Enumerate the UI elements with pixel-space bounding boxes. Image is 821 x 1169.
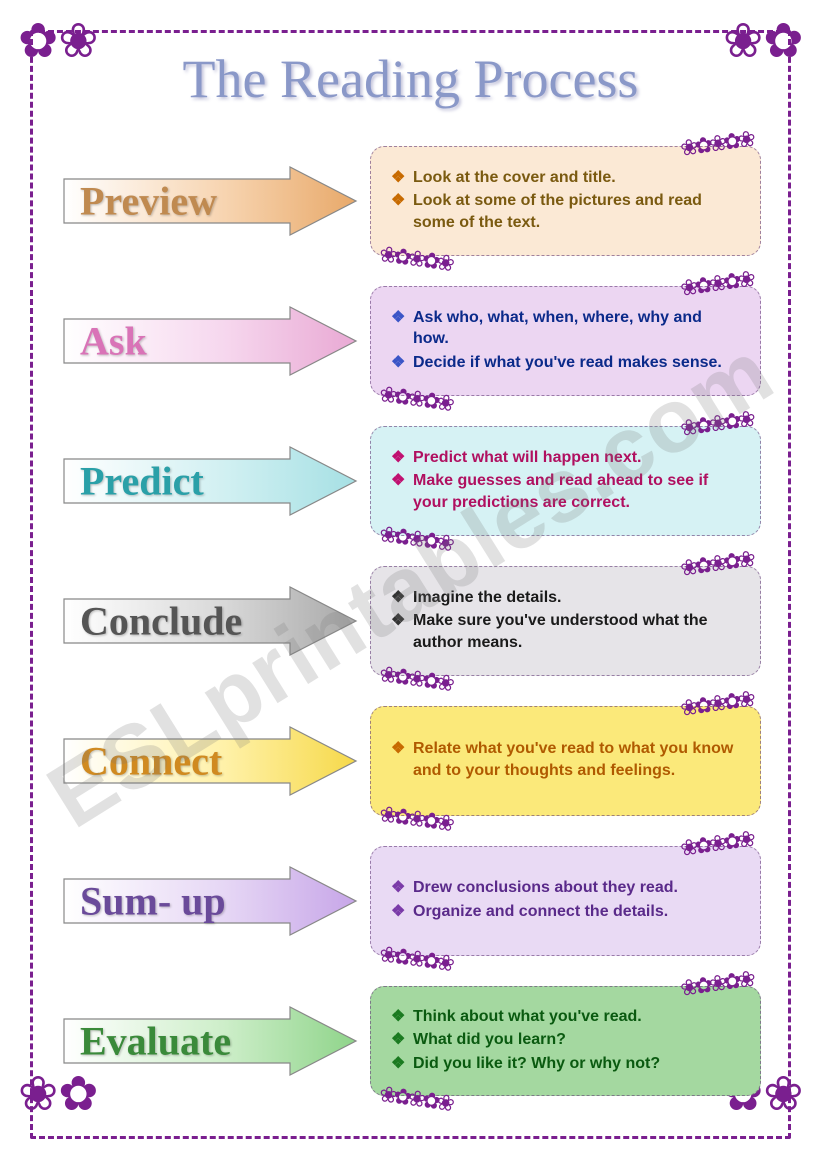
step-bullet-list: Predict what will happen next.Make guess… xyxy=(391,447,742,516)
step-row: Conclude Imagine the details.Make sure yo… xyxy=(60,560,761,682)
step-bullet-item: Think about what you've read. xyxy=(391,1006,742,1028)
step-box: Relate what you've read to what you know… xyxy=(370,706,761,816)
step-bullet-item: Drew conclusions about they read. xyxy=(391,877,742,899)
flower-decor-icon: ❀✿❀✿❀ xyxy=(679,832,752,855)
step-bullet-list: Imagine the details.Make sure you've und… xyxy=(391,587,742,656)
flower-decor-icon: ❀✿❀✿❀ xyxy=(378,1087,451,1110)
steps-container: Preview Look at the cover and title.Look … xyxy=(60,140,761,1119)
step-box: Predict what will happen next.Make guess… xyxy=(370,426,761,536)
step-bullet-item: Imagine the details. xyxy=(391,587,742,609)
step-row: Connect Relate what you've read to what y… xyxy=(60,700,761,822)
flower-decor-icon: ❀✿❀✿❀ xyxy=(679,272,752,295)
step-bullet-item: Organize and connect the details. xyxy=(391,901,742,923)
step-bullet-list: Look at the cover and title.Look at some… xyxy=(391,167,742,236)
step-bullet-item: Make sure you've understood what the aut… xyxy=(391,610,742,653)
step-arrow: Sum- up xyxy=(60,865,360,937)
flower-decor-icon: ❀✿❀✿❀ xyxy=(679,412,752,435)
step-arrow: Connect xyxy=(60,725,360,797)
step-box: Think about what you've read.What did yo… xyxy=(370,986,761,1096)
flower-decor-icon: ❀✿❀✿❀ xyxy=(679,692,752,715)
step-bullet-item: Ask who, what, when, where, why and how. xyxy=(391,307,742,350)
step-bullet-list: Relate what you've read to what you know… xyxy=(391,738,742,783)
flower-decor-icon: ❀✿❀✿❀ xyxy=(679,972,752,995)
step-arrow-label: Sum- up xyxy=(80,878,226,925)
step-box: Drew conclusions about they read.Organiz… xyxy=(370,846,761,956)
step-arrow: Ask xyxy=(60,305,360,377)
step-row: Ask Ask who, what, when, where, why and h… xyxy=(60,280,761,402)
step-bullet-item: Look at some of the pictures and read so… xyxy=(391,190,742,233)
step-bullet-list: Ask who, what, when, where, why and how.… xyxy=(391,307,742,376)
step-box: Look at the cover and title.Look at some… xyxy=(370,146,761,256)
step-bullet-item: Predict what will happen next. xyxy=(391,447,742,469)
step-bullet-item: Decide if what you've read makes sense. xyxy=(391,352,742,374)
flower-decor-icon: ❀✿❀✿❀ xyxy=(378,807,451,830)
step-arrow: Evaluate xyxy=(60,1005,360,1077)
step-row: Sum- up Drew conclusions about they read.… xyxy=(60,840,761,962)
flower-decor-icon: ❀✿❀✿❀ xyxy=(378,387,451,410)
step-arrow-label: Connect xyxy=(80,738,222,785)
step-bullet-list: Drew conclusions about they read.Organiz… xyxy=(391,877,742,924)
step-arrow-label: Preview xyxy=(80,178,217,225)
step-bullet-item: Make guesses and read ahead to see if yo… xyxy=(391,470,742,513)
flower-decor-icon: ❀✿❀✿❀ xyxy=(378,667,451,690)
step-box: Imagine the details.Make sure you've und… xyxy=(370,566,761,676)
step-arrow-label: Evaluate xyxy=(80,1018,231,1065)
flower-decor-icon: ❀✿❀✿❀ xyxy=(679,552,752,575)
flower-decor-icon: ❀✿❀✿❀ xyxy=(378,247,451,270)
page-title: The Reading Process xyxy=(0,48,821,110)
step-arrow: Conclude xyxy=(60,585,360,657)
step-row: Evaluate Think about what you've read.Wha… xyxy=(60,980,761,1102)
step-arrow: Predict xyxy=(60,445,360,517)
step-bullet-item: Relate what you've read to what you know… xyxy=(391,738,742,781)
step-bullet-item: Did you like it? Why or why not? xyxy=(391,1053,742,1075)
step-arrow-label: Ask xyxy=(80,318,147,365)
step-box: Ask who, what, when, where, why and how.… xyxy=(370,286,761,396)
step-row: Preview Look at the cover and title.Look … xyxy=(60,140,761,262)
step-row: Predict Predict what will happen next.Mak… xyxy=(60,420,761,542)
step-bullet-list: Think about what you've read.What did yo… xyxy=(391,1006,742,1077)
step-arrow-label: Predict xyxy=(80,458,204,505)
flower-decor-icon: ❀✿❀✿❀ xyxy=(378,947,451,970)
step-arrow: Preview xyxy=(60,165,360,237)
flower-decor-icon: ❀✿❀✿❀ xyxy=(679,132,752,155)
flower-decor-icon: ❀✿❀✿❀ xyxy=(378,527,451,550)
step-arrow-label: Conclude xyxy=(80,598,242,645)
step-bullet-item: What did you learn? xyxy=(391,1029,742,1051)
step-bullet-item: Look at the cover and title. xyxy=(391,167,742,189)
